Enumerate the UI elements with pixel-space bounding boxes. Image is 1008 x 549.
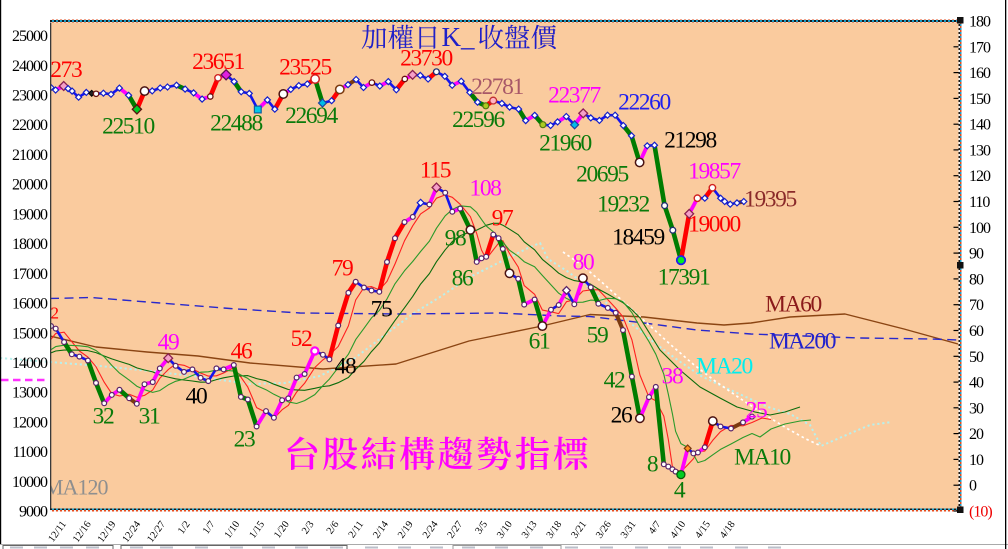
- svg-text:170: 170: [969, 39, 991, 56]
- svg-text:60: 60: [969, 323, 984, 340]
- svg-text:MA20: MA20: [696, 354, 752, 380]
- svg-text:17391: 17391: [658, 265, 710, 291]
- svg-text:18459: 18459: [612, 225, 664, 251]
- svg-text:8: 8: [647, 452, 658, 478]
- svg-text:140: 140: [969, 117, 991, 134]
- svg-text:130: 130: [969, 142, 991, 159]
- svg-text:40: 40: [186, 384, 207, 410]
- svg-text:75: 75: [371, 297, 392, 323]
- svg-text:12000: 12000: [12, 414, 48, 431]
- svg-text:23: 23: [234, 427, 255, 453]
- svg-text:21000: 21000: [12, 147, 48, 164]
- svg-text:160: 160: [969, 65, 991, 82]
- svg-text:52: 52: [291, 326, 312, 352]
- svg-text:49: 49: [158, 330, 179, 356]
- svg-text:90: 90: [969, 246, 984, 263]
- svg-text:79: 79: [332, 256, 353, 282]
- svg-text:19232: 19232: [597, 192, 649, 218]
- svg-text:22000: 22000: [12, 117, 48, 134]
- svg-text:115: 115: [420, 158, 451, 184]
- svg-text:14000: 14000: [12, 355, 48, 372]
- svg-text:11000: 11000: [13, 444, 48, 461]
- svg-text:10: 10: [969, 452, 984, 469]
- svg-text:23525: 23525: [279, 55, 331, 81]
- svg-text:48: 48: [335, 354, 356, 380]
- svg-text:25000: 25000: [12, 28, 48, 45]
- svg-text:86: 86: [452, 266, 474, 292]
- svg-text:80: 80: [969, 271, 984, 288]
- svg-text:20000: 20000: [12, 177, 48, 194]
- svg-text:19000: 19000: [12, 206, 48, 223]
- svg-text:38: 38: [662, 364, 683, 390]
- svg-text:22510: 22510: [102, 114, 154, 140]
- svg-text:23273: 23273: [30, 57, 82, 83]
- svg-text:K_: K_: [442, 22, 475, 52]
- svg-text:62: 62: [43, 304, 59, 323]
- svg-text:21298: 21298: [664, 128, 716, 154]
- svg-text:46: 46: [231, 339, 253, 365]
- svg-text:16000: 16000: [12, 296, 48, 313]
- svg-text:9000: 9000: [19, 504, 48, 521]
- svg-text:61: 61: [529, 329, 550, 355]
- svg-text:22596: 22596: [452, 107, 505, 133]
- svg-text:97: 97: [492, 206, 514, 232]
- svg-text:4: 4: [674, 478, 686, 504]
- svg-text:21960: 21960: [539, 131, 591, 157]
- svg-text:10000: 10000: [12, 474, 48, 491]
- svg-text:50: 50: [969, 349, 984, 366]
- svg-text:108: 108: [469, 176, 501, 202]
- svg-text:MA60: MA60: [765, 292, 821, 318]
- svg-text:19395: 19395: [744, 187, 796, 213]
- svg-text:150: 150: [969, 91, 991, 108]
- svg-text:70: 70: [969, 297, 984, 314]
- svg-text:22781: 22781: [471, 74, 523, 100]
- svg-text:23651: 23651: [192, 49, 244, 75]
- svg-text:80: 80: [573, 250, 594, 276]
- svg-text:31: 31: [139, 404, 160, 430]
- svg-text:32: 32: [93, 404, 114, 430]
- svg-text:22488: 22488: [210, 111, 262, 137]
- svg-text:MA10: MA10: [734, 445, 790, 471]
- svg-text:23000: 23000: [12, 88, 48, 105]
- svg-text:30: 30: [969, 400, 984, 417]
- svg-text:26: 26: [611, 403, 633, 429]
- svg-text:42: 42: [604, 368, 625, 394]
- svg-text:22260: 22260: [618, 90, 670, 116]
- svg-text:0: 0: [969, 478, 977, 495]
- svg-text:15000: 15000: [12, 325, 48, 342]
- svg-text:19857: 19857: [688, 159, 741, 185]
- svg-text:120: 120: [969, 168, 991, 185]
- svg-text:40: 40: [969, 375, 984, 392]
- svg-text:20695: 20695: [576, 162, 628, 188]
- svg-text:20: 20: [969, 426, 984, 443]
- svg-text:(10): (10): [969, 504, 992, 521]
- svg-text:17000: 17000: [12, 266, 48, 283]
- svg-text:18000: 18000: [12, 236, 48, 253]
- svg-text:98: 98: [445, 226, 466, 252]
- svg-text:MA120: MA120: [44, 475, 108, 500]
- svg-text:180: 180: [969, 14, 991, 31]
- svg-text:13000: 13000: [12, 385, 48, 402]
- svg-text:MA200: MA200: [769, 329, 836, 355]
- svg-text:59: 59: [587, 323, 608, 349]
- svg-text:22694: 22694: [285, 103, 338, 129]
- svg-text:110: 110: [969, 194, 990, 211]
- svg-text:25: 25: [746, 398, 767, 424]
- svg-text:100: 100: [969, 220, 991, 237]
- svg-text:19000: 19000: [688, 212, 740, 238]
- svg-text:22377: 22377: [548, 83, 601, 109]
- svg-text:23730: 23730: [400, 46, 452, 72]
- svg-text:24000: 24000: [12, 58, 48, 75]
